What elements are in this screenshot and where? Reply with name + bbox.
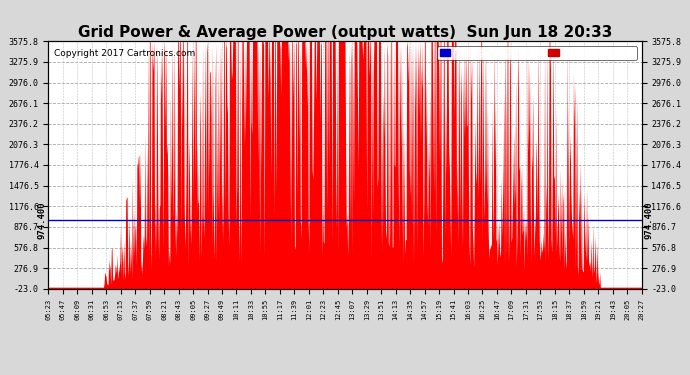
Legend: Average  (AC Watts), Grid  (AC Watts): Average (AC Watts), Grid (AC Watts) xyxy=(437,46,637,60)
Text: 974.400: 974.400 xyxy=(38,201,47,239)
Text: 974.400: 974.400 xyxy=(644,201,653,239)
Text: Copyright 2017 Cartronics.com: Copyright 2017 Cartronics.com xyxy=(55,49,195,58)
Title: Grid Power & Average Power (output watts)  Sun Jun 18 20:33: Grid Power & Average Power (output watts… xyxy=(78,25,612,40)
